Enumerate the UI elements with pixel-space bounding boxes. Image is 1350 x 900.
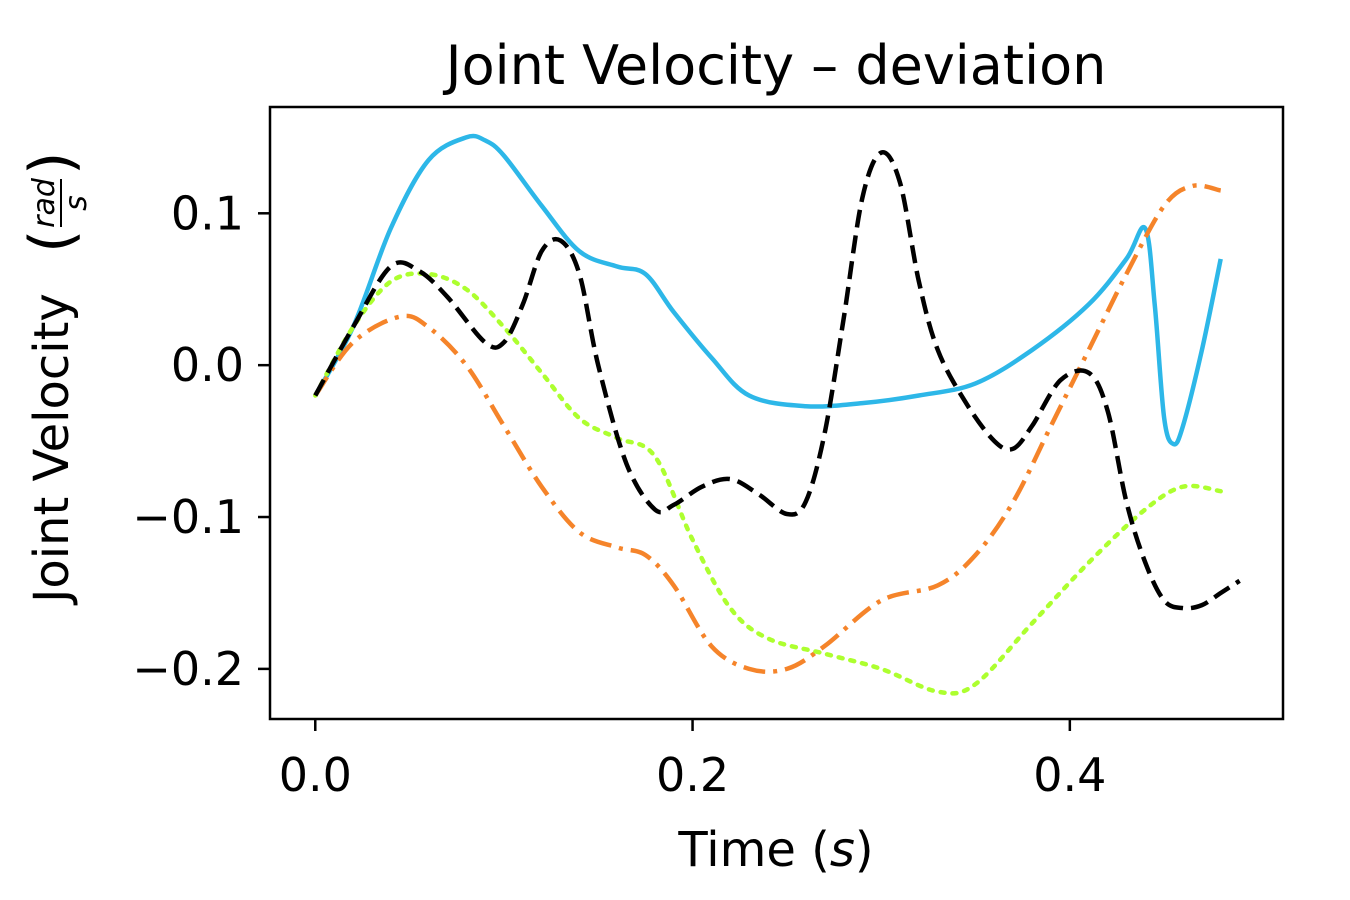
y-tick-label: 0.1 <box>171 186 244 240</box>
y-axis-label-main: Joint Velocity <box>24 293 80 606</box>
series-line-joint-2 <box>313 183 1222 674</box>
x-axis-label-unit: s <box>830 822 855 878</box>
x-axis-label-main: Time ( <box>677 822 829 878</box>
y-tick-label: −0.2 <box>132 642 244 696</box>
series-line-joint-4 <box>313 150 1241 611</box>
y-axis-label-close-paren: ) <box>17 152 87 175</box>
y-axis-label-unit-num: rad <box>27 177 62 228</box>
x-axis-ticks: 0.0 0.2 0.4 <box>279 719 1106 802</box>
y-tick-label: −0.1 <box>132 490 244 544</box>
y-axis-label-unit-den: s <box>59 195 94 211</box>
chart-title: Joint Velocity – deviation <box>443 34 1107 97</box>
x-tick-label: 0.4 <box>1033 748 1106 802</box>
plot-frame <box>268 105 1285 721</box>
series-group <box>313 133 1241 696</box>
x-axis-label-close: ) <box>855 822 874 878</box>
series-line-joint-1 <box>313 133 1223 447</box>
x-tick-label: 0.0 <box>279 748 352 802</box>
y-tick-label: 0.0 <box>171 338 244 392</box>
x-axis-label: Time (s) <box>677 822 873 878</box>
series-line-joint-3 <box>313 271 1223 696</box>
y-axis-label: Joint Velocity ( rad s ) <box>17 152 94 606</box>
y-axis-label-open-paren: ( <box>17 230 87 253</box>
x-tick-label: 0.2 <box>656 748 729 802</box>
y-axis-ticks: 0.1 0.0 −0.1 −0.2 <box>132 186 270 696</box>
